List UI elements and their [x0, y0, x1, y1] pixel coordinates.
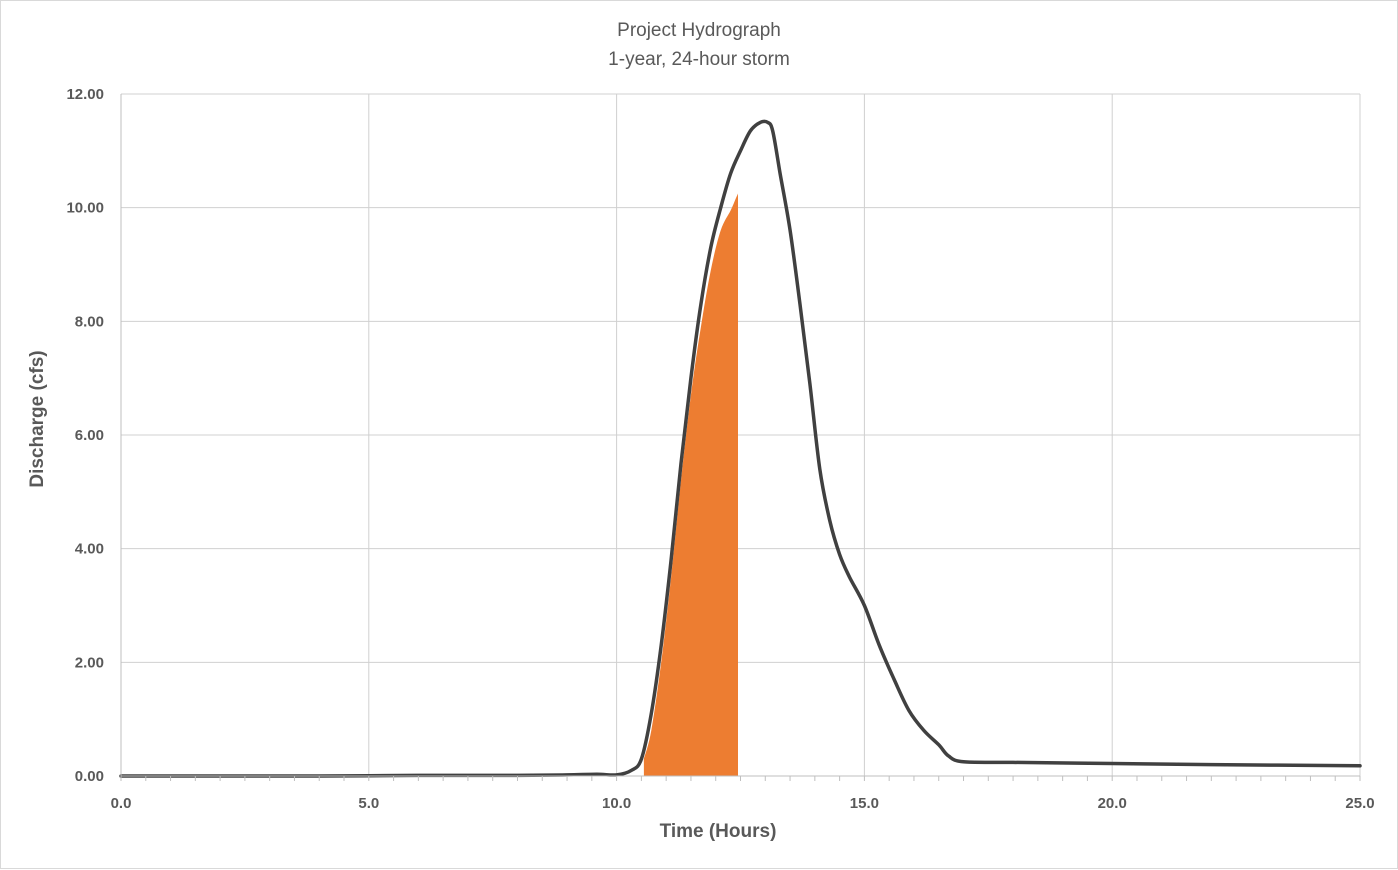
x-tick-label: 0.0: [111, 795, 132, 812]
x-tick-label: 15.0: [850, 795, 879, 812]
x-tick-label: 5.0: [358, 795, 379, 812]
y-tick-label: 8.00: [75, 313, 104, 330]
y-tick-label: 2.00: [75, 654, 104, 671]
x-tick-label: 10.0: [602, 795, 631, 812]
storage-area-fill: [643, 193, 738, 776]
line-layer: [119, 119, 1362, 778]
hydrograph-line: [119, 119, 1362, 778]
x-axis-label: Time (Hours): [660, 821, 777, 842]
y-tick-label: 4.00: [75, 541, 104, 558]
x-tick-label: 25.0: [1345, 795, 1374, 812]
x-tick-label: 20.0: [1098, 795, 1127, 812]
y-axis-label: Discharge (cfs): [27, 350, 48, 487]
y-tick-label: 10.00: [66, 200, 104, 217]
chart-title: Project Hydrograph: [617, 20, 781, 41]
chart-subtitle: 1-year, 24-hour storm: [608, 49, 790, 70]
fill-layer: [643, 193, 738, 776]
y-tick-label: 6.00: [75, 427, 104, 444]
y-tick-label: 0.00: [75, 768, 104, 785]
grid-layer: [121, 93, 1361, 776]
axis-layer: 0.00 2.00 4.00 6.00 8.00 10.00 12.00 0.0 5.0 10.0…: [66, 86, 1374, 812]
y-tick-label: 12.00: [66, 86, 104, 103]
